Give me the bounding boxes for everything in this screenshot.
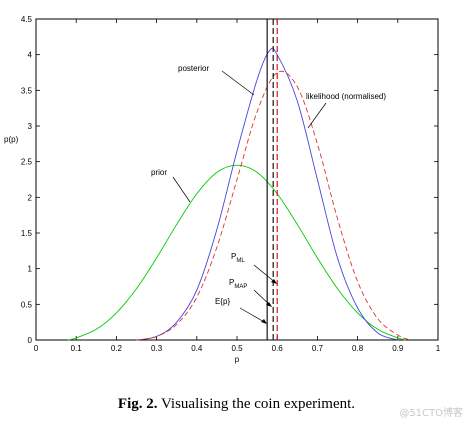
vertical-markers bbox=[266, 19, 278, 340]
y-tick-label: 3 bbox=[28, 122, 33, 131]
y-tick-label: 2.5 bbox=[21, 158, 33, 167]
x-tick-label: 0.8 bbox=[352, 344, 364, 353]
series-line-2 bbox=[136, 70, 411, 341]
y-tick-label: 4 bbox=[28, 51, 33, 60]
arrowhead-ep bbox=[261, 319, 267, 324]
pml-main: P bbox=[231, 252, 236, 261]
series-line-0 bbox=[68, 164, 406, 341]
pml-sub: ML bbox=[236, 258, 245, 264]
y-tick-label: 1 bbox=[28, 265, 33, 274]
y-tick-label: 3.5 bbox=[21, 86, 33, 95]
arrow-likelihood bbox=[307, 102, 327, 129]
x-tick-label: 0.7 bbox=[312, 344, 324, 353]
annotation-likelihood: likelihood (normalised) bbox=[306, 92, 386, 101]
y-tick-label: 1.5 bbox=[21, 229, 33, 238]
x-tick-label: 1 bbox=[436, 344, 441, 353]
y-tick-label: 4.5 bbox=[21, 15, 33, 24]
annotation-posterior: posterior bbox=[178, 64, 209, 73]
arrow-prior bbox=[172, 176, 191, 203]
figure-caption: Fig. 2. Visualising the coin experiment. bbox=[0, 396, 473, 413]
series-line-1 bbox=[136, 47, 398, 341]
caption-text: Visualising the coin experiment. bbox=[157, 396, 356, 412]
y-tick-label: 0.5 bbox=[21, 300, 33, 309]
watermark: @51CTO博客 bbox=[399, 408, 463, 419]
pmap-sub: MAP bbox=[234, 284, 247, 290]
arrow-pml bbox=[253, 264, 277, 284]
x-tick-label: 0 bbox=[34, 344, 39, 353]
x-tick-label: 0.1 bbox=[71, 344, 83, 353]
pmap-main: P bbox=[229, 278, 234, 287]
caption-label: Fig. 2. bbox=[117, 396, 158, 412]
annotation-ep: E{p} bbox=[215, 297, 230, 306]
y-tick-label: 2 bbox=[28, 193, 33, 202]
x-tick-label: 0.2 bbox=[111, 344, 123, 353]
annotation-pmap: PMAP bbox=[229, 278, 247, 290]
x-tick-label: 0.6 bbox=[272, 344, 284, 353]
arrow-ep bbox=[239, 307, 267, 324]
annotation-pml: PML bbox=[231, 252, 245, 264]
y-tick-label: 0 bbox=[28, 336, 33, 345]
x-tick-label: 0.9 bbox=[392, 344, 404, 353]
arrowhead-pmap bbox=[266, 302, 272, 307]
x-tick-label: 0.5 bbox=[231, 344, 243, 353]
arrow-posterior bbox=[221, 70, 255, 96]
y-axis-label: p(p) bbox=[4, 135, 19, 144]
annotation-prior: prior bbox=[151, 168, 167, 177]
chart: 0 0.1 0.2 0.3 0.4 0.5 0.6 0.7 0.8 0.9 1 0 0.5 1 1.5 2 2.… bbox=[4, 15, 441, 364]
arrowhead-pml bbox=[271, 279, 277, 284]
x-tick-label: 0.3 bbox=[151, 344, 163, 353]
x-axis-label: p bbox=[235, 355, 240, 364]
axis-ticks: 0 0.1 0.2 0.3 0.4 0.5 0.6 0.7 0.8 0.9 1 0 0.5 1 1.5 2 2.… bbox=[21, 15, 441, 353]
x-tick-label: 0.4 bbox=[191, 344, 203, 353]
series-lines bbox=[68, 47, 411, 341]
